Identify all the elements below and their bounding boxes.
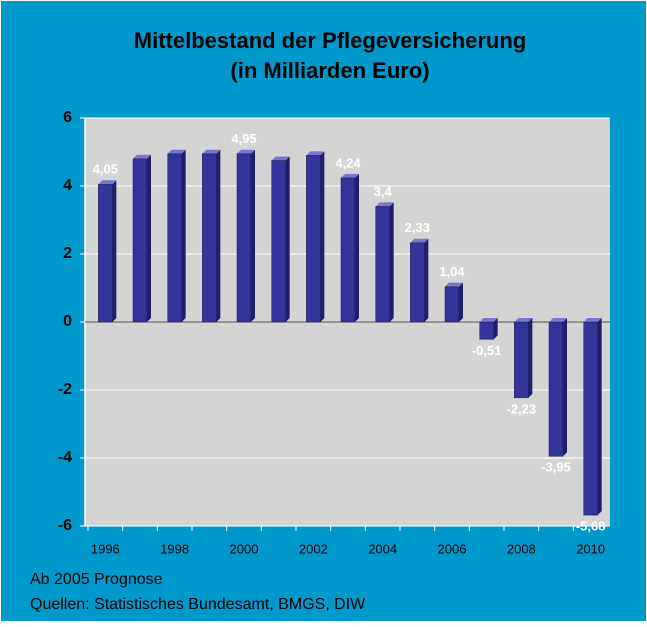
bar xyxy=(236,153,252,323)
bar-top xyxy=(583,318,602,322)
bar-side xyxy=(563,318,567,457)
chart-title: Mittelbestand der Pflegeversicherung xyxy=(134,28,526,53)
bar-side xyxy=(251,149,255,322)
bar xyxy=(583,321,598,516)
data-label: -2,23 xyxy=(507,401,537,416)
bar xyxy=(375,206,390,323)
bar-top xyxy=(375,202,394,207)
bar xyxy=(444,286,460,323)
data-label: -0,51 xyxy=(472,343,502,358)
bar-side xyxy=(181,149,186,322)
bar xyxy=(514,321,529,399)
x-tick-label: 1996 xyxy=(91,541,120,556)
chart-subtitle: (in Milliarden Euro) xyxy=(230,58,429,83)
bar-top xyxy=(237,149,255,154)
bar xyxy=(306,155,321,323)
data-label: 4,05 xyxy=(93,162,118,177)
bar xyxy=(340,177,356,323)
bar-top xyxy=(306,151,325,156)
bar-side xyxy=(597,318,602,516)
bar-side xyxy=(459,282,463,322)
x-tick-label: 2000 xyxy=(230,541,259,556)
bar-top xyxy=(410,238,429,243)
bar-side xyxy=(216,149,221,322)
data-label: 4,24 xyxy=(335,155,361,170)
data-label: -5,68 xyxy=(576,519,606,534)
x-tick-label: 2006 xyxy=(438,541,467,556)
y-tick-label: 4 xyxy=(63,177,72,194)
bar-side xyxy=(493,318,498,340)
x-tick-label: 2004 xyxy=(368,541,397,556)
bar xyxy=(167,153,182,323)
bar xyxy=(98,184,113,323)
bar xyxy=(479,321,494,340)
x-tick-label: 2002 xyxy=(299,541,328,556)
bar-side xyxy=(320,151,325,322)
bar-top xyxy=(98,180,117,185)
bar-top xyxy=(167,149,186,154)
bar-side xyxy=(112,180,117,322)
bar-top xyxy=(479,318,498,322)
bar-top xyxy=(341,173,359,178)
bar-top xyxy=(271,156,290,161)
y-tick-label: 0 xyxy=(63,313,72,330)
bar xyxy=(548,321,564,457)
bar xyxy=(271,160,286,323)
annotation: Ab 2005 Prognose xyxy=(30,571,163,588)
bar xyxy=(132,158,148,323)
x-tick-label: 2008 xyxy=(507,541,536,556)
bar-top xyxy=(514,318,533,322)
data-label: -3,95 xyxy=(541,460,571,475)
bar-top xyxy=(133,154,151,159)
data-label: 3,4 xyxy=(374,184,393,199)
y-tick-label: -6 xyxy=(58,517,72,534)
bar xyxy=(410,242,425,323)
bar-side xyxy=(355,173,359,322)
data-label: 4,95 xyxy=(231,131,256,146)
bar-top xyxy=(202,149,221,154)
y-tick-label: 6 xyxy=(63,109,72,126)
annotation: Quellen: Statistisches Bundesamt, BMGS, … xyxy=(30,596,366,613)
bar-side xyxy=(424,238,429,322)
bar-side xyxy=(528,318,533,398)
data-label: 1,04 xyxy=(439,264,465,279)
bar-side xyxy=(285,156,290,322)
bar-top xyxy=(445,282,463,287)
bar xyxy=(202,153,217,323)
bar-top xyxy=(549,318,567,322)
y-tick-label: -2 xyxy=(58,381,72,398)
data-label: 2,33 xyxy=(405,220,430,235)
x-tick-label: 1998 xyxy=(160,541,189,556)
x-tick-label: 2010 xyxy=(576,541,605,556)
bar-side xyxy=(389,202,394,322)
bar-side xyxy=(147,154,151,322)
y-tick-label: -4 xyxy=(58,449,72,466)
y-tick-label: 2 xyxy=(63,245,72,262)
